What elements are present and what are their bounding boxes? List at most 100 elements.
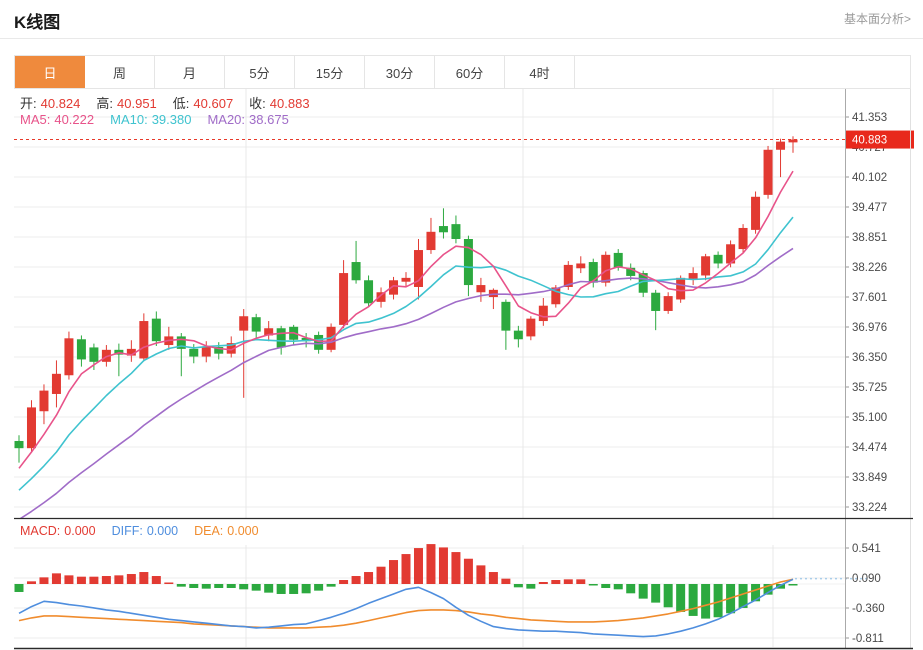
tab-30分[interactable]: 30分 [365, 56, 435, 88]
candle-up [576, 263, 586, 269]
candle-up [126, 348, 136, 356]
candle-down [501, 301, 511, 331]
candle-down [451, 224, 461, 240]
macd-bar-positive [114, 575, 124, 584]
macd-bar-negative [526, 584, 536, 589]
readout-value: 40.951 [117, 96, 157, 111]
tab-日[interactable]: 日 [15, 56, 85, 88]
current-price-badge-text: 40.883 [852, 135, 887, 147]
candle-down [14, 440, 24, 449]
candle-up [51, 373, 61, 394]
ma10-line [18, 216, 794, 491]
tab-月[interactable]: 月 [155, 56, 225, 88]
macd-bar-negative [251, 584, 261, 591]
readout-label: DIFF: [111, 524, 143, 538]
macd-bar-negative [663, 584, 673, 608]
candle-down [151, 318, 161, 342]
readout-value: 40.824 [40, 96, 81, 111]
readout-value: 0.000 [227, 524, 259, 538]
tab-60分[interactable]: 60分 [435, 56, 505, 88]
tab-15分[interactable]: 15分 [295, 56, 365, 88]
candle-down [189, 348, 199, 357]
ma5-line [18, 170, 794, 469]
macd-bar-positive [339, 580, 349, 584]
candle-up [538, 305, 548, 322]
candle-up [426, 231, 436, 251]
candle-up [413, 250, 423, 287]
macd-bar-positive [64, 575, 74, 584]
macd-bar-negative [788, 584, 798, 586]
macd-row-item: DIFF: 0.000 [112, 524, 183, 538]
macd-bar-positive [463, 558, 473, 584]
macd-bar-negative [326, 584, 336, 587]
ohlc-row-item: 高: 40.951 [96, 96, 160, 111]
macd-bar-negative [676, 584, 686, 612]
y-axis-label: 35.725 [852, 382, 887, 394]
macd-bar-positive [551, 580, 561, 584]
candle-up [401, 277, 411, 282]
macd-bar-positive [126, 574, 136, 584]
candles-layer [14, 136, 798, 463]
readout-label: MA5: [20, 112, 51, 127]
readout-label: DEA: [194, 524, 224, 538]
macd-bar-negative [239, 584, 249, 590]
tab-4时[interactable]: 4时 [505, 56, 575, 88]
candle-down [276, 328, 286, 348]
macd-bar-positive [413, 548, 423, 584]
macd-bar-negative [226, 584, 236, 588]
readout-value: 0.000 [64, 524, 96, 538]
macd-bar-negative [626, 584, 636, 594]
macd-bar-positive [501, 578, 511, 584]
y-axis-label: 33.849 [852, 472, 887, 484]
candle-down [301, 337, 311, 342]
y-axis-label: 36.350 [852, 352, 887, 364]
ma-row-item: MA20: 38.675 [207, 112, 292, 127]
current-price-badge [846, 130, 914, 149]
candle-up [64, 338, 74, 376]
macd-bar-positive [389, 560, 399, 584]
ohlc-row-item: 低: 40.607 [173, 96, 237, 111]
macd-bar-positive [364, 572, 374, 584]
macd-bar-negative [738, 584, 748, 608]
readout-value: 0.000 [146, 524, 179, 538]
tab-5分[interactable]: 5分 [225, 56, 295, 88]
y-axis-label: 37.601 [852, 292, 887, 304]
y-axis-label: 40.102 [852, 172, 887, 184]
macd-row-item: MACD: 0.000 [20, 524, 100, 538]
ma20-line [19, 247, 794, 518]
readout-label: 收: [249, 96, 266, 111]
macd-bar-positive [426, 544, 436, 584]
macd-bar-positive [401, 554, 411, 584]
candle-up [376, 292, 386, 302]
header-divider [0, 38, 923, 39]
tab-周[interactable]: 周 [85, 56, 155, 88]
candle-down [251, 317, 261, 332]
y-axis-label: 38.226 [852, 262, 887, 274]
y-axis-label: 34.474 [852, 442, 888, 454]
candle-down [176, 336, 186, 349]
candle-down [713, 254, 723, 264]
macd-axis-label: 0.090 [852, 573, 881, 585]
macd-bar-negative [613, 584, 623, 590]
macd-bar-positive [438, 547, 448, 584]
candle-down [364, 280, 374, 304]
macd-bar-positive [576, 579, 586, 584]
y-axis-label: 36.976 [852, 322, 887, 334]
timeframe-tab-bar: 日周月 5分 15分 30分 60分 4时 [14, 55, 911, 89]
ohlc-row-item: 收: 40.883 [249, 96, 313, 111]
candle-up [389, 280, 399, 295]
candle-up [738, 227, 748, 250]
candle-up [601, 254, 611, 283]
readout-label: 高: [96, 96, 114, 111]
macd-bar-negative [276, 584, 286, 594]
y-axis-label: 33.224 [852, 502, 888, 514]
candle-down [214, 346, 224, 354]
ohlc-row-item: 开: 40.824 [20, 96, 84, 111]
candle-up [688, 273, 698, 279]
readout-label: MACD: [20, 524, 61, 538]
candle-up [139, 321, 149, 359]
candle-down [638, 273, 648, 293]
fundamental-analysis-link[interactable]: 基本面分析> [843, 12, 911, 26]
macd-axis-label: -0.811 [852, 633, 884, 645]
macd-bar-positive [139, 572, 149, 584]
